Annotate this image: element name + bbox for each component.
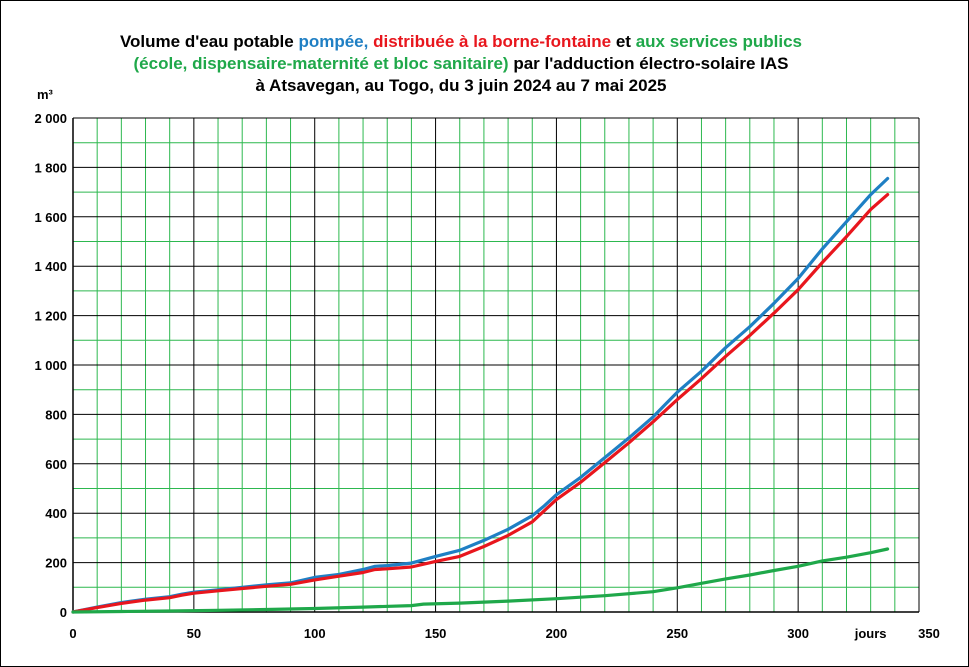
y-axis-label: m³ [37,87,54,102]
y-tick-label: 1 200 [34,309,67,324]
series-line-3 [71,547,890,614]
title-segment: par l'adduction électro-solaire IAS [508,54,789,73]
title-segment: pompée, [298,32,369,51]
title-line-3: à Atsavegan, au Togo, du 3 juin 2024 au … [1,75,921,97]
series-line-2 [71,193,890,614]
x-tick-label: 300 [787,626,809,641]
y-tick-label: 600 [45,457,67,472]
x-axis-label: jours [854,626,887,641]
x-tick-label: 250 [666,626,688,641]
title-segment: (école, dispensaire-maternité et bloc sa… [133,54,509,73]
y-tick-label: 1 400 [34,259,67,274]
x-tick-label: 50 [187,626,201,641]
title-segment: Volume d'eau potable [119,32,299,51]
title-segment: distribuée à la borne-fontaine [368,32,612,51]
title-line-1: Volume d'eau potable pompée, distribuée … [1,31,921,53]
y-tick-label: 2 000 [34,111,67,126]
x-tick-label: 150 [425,626,447,641]
y-tick-label: 800 [45,407,67,422]
x-tick-label: 350 [918,626,940,641]
x-tick-label: 0 [69,626,76,641]
title-line-2: (école, dispensaire-maternité et bloc sa… [1,53,921,75]
y-tick-label: 1 800 [34,160,67,175]
x-tick-label: 100 [304,626,326,641]
title-segment: à Atsavegan, au Togo, du 3 juin 2024 au … [255,76,667,95]
x-tick-label: 200 [546,626,568,641]
y-tick-label: 1 000 [34,358,67,373]
y-tick-label: 200 [45,556,67,571]
title-segment: aux services publics [635,32,803,51]
y-tick-label: 400 [45,506,67,521]
chart-title: Volume d'eau potable pompée, distribuée … [1,31,921,97]
title-segment: et [611,32,636,51]
y-tick-label: 0 [60,605,67,620]
y-tick-label: 1 600 [34,210,67,225]
